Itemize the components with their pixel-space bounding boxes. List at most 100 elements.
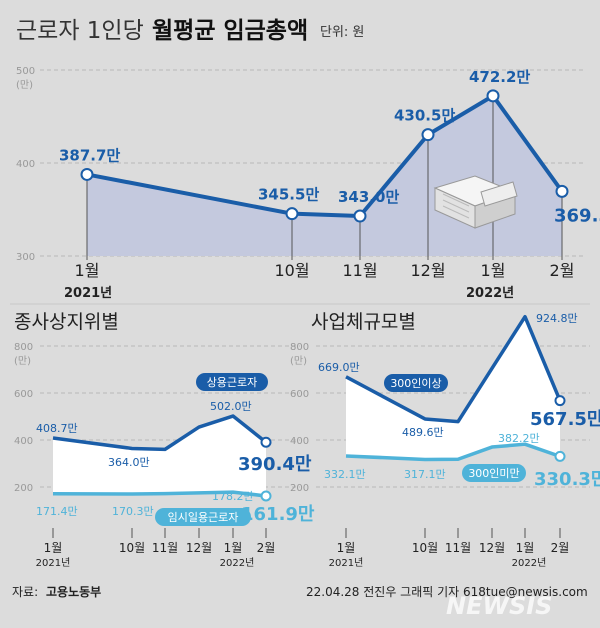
data-label: 317.1만 <box>404 468 446 481</box>
end-point <box>260 490 272 502</box>
data-point <box>80 167 94 181</box>
x-axis-label: 1월 <box>75 261 100 280</box>
drop-lines <box>86 95 563 260</box>
data-label: 161.9만 <box>241 504 315 525</box>
credit-text: 22.04.28 전진우 그래픽 기자 618tue@newsis.com <box>306 585 588 599</box>
data-point <box>285 207 299 221</box>
data-label: 345.5만 <box>258 186 319 204</box>
data-label: 369.5만 <box>554 205 600 226</box>
end-point <box>260 436 272 448</box>
end-point <box>554 395 566 407</box>
x-axis-label: 12월 <box>410 261 445 280</box>
x-axis-label: 1월 <box>44 541 63 555</box>
legend-badge-label: 상용근로자 <box>207 376 258 389</box>
legend-badge <box>384 374 448 392</box>
size-chart: 800 (만) 600 400 200 669.0만 489.6만 924.8만 567.5만 3… <box>290 312 600 569</box>
ytick-500: 500 <box>16 66 35 77</box>
status-chart: 800 (만) 600 400 200 408.7만 364.0만 502.0만 390.4만 1… <box>14 342 315 569</box>
data-label: 332.1만 <box>324 468 366 481</box>
source-label: 자료: <box>12 585 38 599</box>
end-point <box>554 450 566 462</box>
data-label: 472.2만 <box>469 68 530 86</box>
status-chart-title: 종사상지위별 <box>14 311 119 333</box>
x-axis-label: 2월 <box>551 541 570 555</box>
year-label-2022: 2022년 <box>466 286 514 301</box>
watermark-logo: NEWSIS <box>446 592 552 620</box>
series-line <box>86 93 564 219</box>
data-label: 924.8만 <box>536 312 578 325</box>
data-label: 502.0만 <box>210 400 252 413</box>
band-fill <box>53 416 266 496</box>
series-line-상용근로자 <box>52 414 268 452</box>
series-line-임시일용근로자 <box>52 490 267 498</box>
ytick-300: 300 <box>16 252 35 263</box>
ytick: 400 <box>290 436 309 447</box>
source-value: 고용노동부 <box>46 584 101 599</box>
data-label: 430.5만 <box>394 107 455 125</box>
data-label: 567.5만 <box>530 409 600 430</box>
x-axis-label: 10월 <box>274 261 309 280</box>
x-axis-label: 1월 <box>516 541 535 555</box>
x-axis-label: 11월 <box>152 541 178 555</box>
data-label: 390.4만 <box>238 454 312 475</box>
data-labels: 387.7만 345.5만 343.0만 430.5만 472.2만 369.5만 <box>59 68 600 227</box>
data-label: 364.0만 <box>108 456 150 469</box>
data-label: 171.4만 <box>36 505 78 518</box>
data-points <box>80 89 569 223</box>
x-axis-label: 2월 <box>550 261 575 280</box>
x-axis-label: 1월 <box>481 261 506 280</box>
x-axis-label: 10월 <box>119 541 145 555</box>
title-prefix: 근로자 1인당 <box>16 18 144 44</box>
x-axis-label: 11월 <box>445 541 471 555</box>
legend-badge-label: 300인이상 <box>390 377 441 390</box>
data-label: 382.2만 <box>498 432 540 445</box>
x-axis-label: 10월 <box>412 541 438 555</box>
series-line-300인이상 <box>345 314 562 424</box>
x-axis-label: 1월 <box>224 541 243 555</box>
band-fill <box>346 316 560 460</box>
year-label: 2021년 <box>36 557 71 569</box>
legend-badge <box>155 508 251 526</box>
data-label: 408.7만 <box>36 422 78 435</box>
legend-badge <box>462 464 526 482</box>
year-label: 2022년 <box>220 557 255 569</box>
x-axis-labels: 1월 10월 11월 12월 1월 2월 <box>75 261 575 280</box>
x-axis-label: 2월 <box>257 541 276 555</box>
money-stack-icon <box>433 175 518 229</box>
total-wage-chart: 500 (만) 400 300 387.7만 345.5만 343.0만 430.5만… <box>16 66 600 301</box>
series-line-300인미만 <box>345 442 561 462</box>
legend-badge <box>196 373 268 391</box>
ytick-unit: (만) <box>16 79 33 91</box>
data-point <box>486 89 500 103</box>
year-label: 2022년 <box>512 557 547 569</box>
ytick: 200 <box>14 483 33 494</box>
ytick-400: 400 <box>16 159 35 170</box>
data-label: 178.2만 <box>212 490 254 503</box>
area-fill <box>87 95 562 256</box>
ytick: 200 <box>290 483 309 494</box>
ytick: 600 <box>14 389 33 400</box>
x-axis-label: 12월 <box>479 541 505 555</box>
ytick: 400 <box>14 436 33 447</box>
data-label: 343.0만 <box>338 188 399 206</box>
data-label: 489.6만 <box>402 426 444 439</box>
legend-badge-label: 300인미만 <box>468 467 519 480</box>
legend-badge-label: 임시일용근로자 <box>168 510 239 524</box>
data-point <box>555 184 569 198</box>
ytick: (만) <box>290 355 307 367</box>
year-label-2021: 2021년 <box>64 286 112 301</box>
x-axis-label: 12월 <box>186 541 212 555</box>
ytick: (만) <box>14 355 31 367</box>
data-label: 170.3만 <box>112 505 154 518</box>
ytick: 800 <box>290 342 309 353</box>
data-label: 387.7만 <box>59 146 120 164</box>
year-label: 2021년 <box>329 557 364 569</box>
ytick: 600 <box>290 389 309 400</box>
data-label: 330.3만 <box>534 469 600 490</box>
data-point <box>421 128 435 142</box>
unit-label: 단위: 원 <box>320 25 364 40</box>
data-label: 669.0만 <box>318 361 360 374</box>
x-axis-label: 11월 <box>342 261 377 280</box>
